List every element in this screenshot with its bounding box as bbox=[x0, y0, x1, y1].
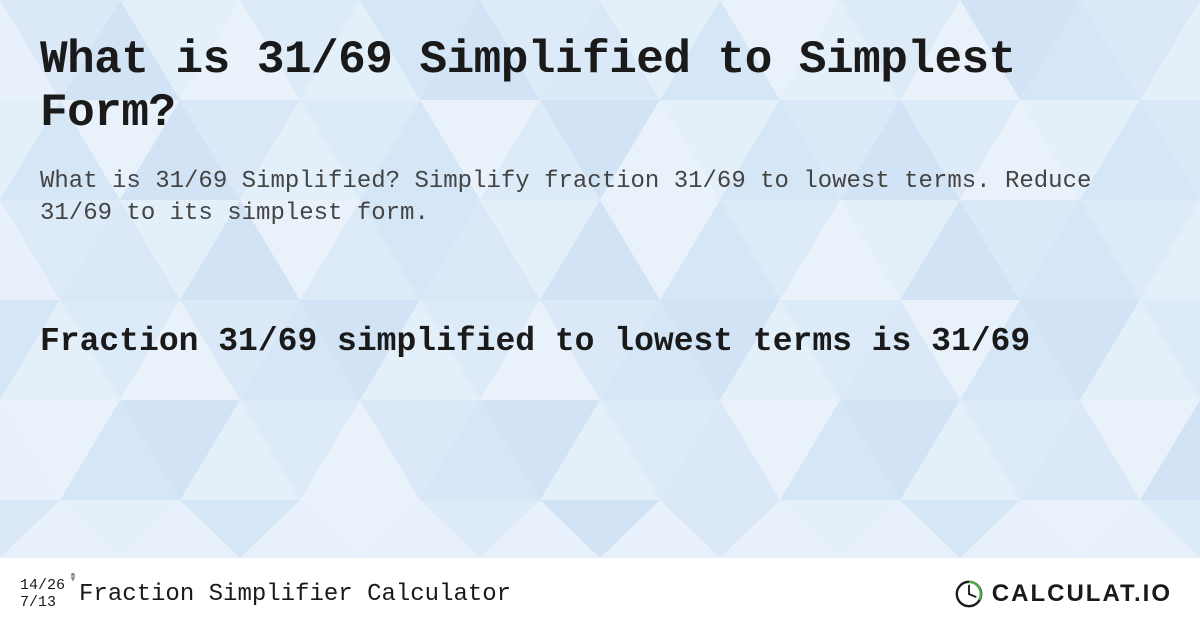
fraction-icon-top: 14/26 bbox=[20, 577, 65, 594]
main-content: What is 31/69 Simplified to Simplest For… bbox=[0, 0, 1200, 630]
footer-bar: ✎ 14/26 7/13 Fraction Simplifier Calcula… bbox=[0, 558, 1200, 630]
footer-left: ✎ 14/26 7/13 Fraction Simplifier Calcula… bbox=[20, 577, 511, 612]
fraction-icon: ✎ 14/26 7/13 bbox=[20, 577, 65, 612]
fraction-icon-bottom: 7/13 bbox=[20, 594, 56, 611]
footer-label: Fraction Simplifier Calculator bbox=[79, 581, 511, 608]
page-title: What is 31/69 Simplified to Simplest For… bbox=[40, 34, 1160, 140]
brand[interactable]: CALCULAT.IO bbox=[954, 579, 1172, 609]
result-text: Fraction 31/69 simplified to lowest term… bbox=[40, 321, 1140, 364]
pencil-icon: ✎ bbox=[64, 570, 79, 585]
brand-icon bbox=[954, 579, 984, 609]
description-text: What is 31/69 Simplified? Simplify fract… bbox=[40, 166, 1120, 231]
brand-text: CALCULAT.IO bbox=[992, 580, 1172, 608]
